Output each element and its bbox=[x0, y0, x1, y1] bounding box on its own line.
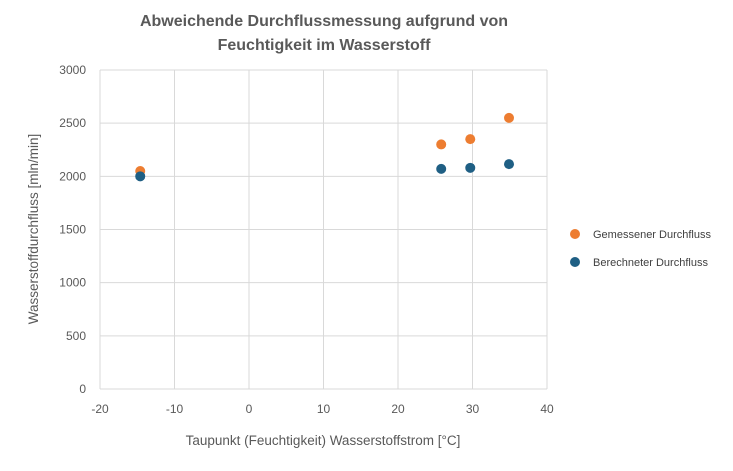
x-tick-label: 20 bbox=[391, 402, 405, 416]
data-point-calculated bbox=[465, 162, 476, 173]
y-axis-label: Wasserstoffdurchfluss [mln/min] bbox=[26, 134, 41, 325]
y-tick-label: 2500 bbox=[59, 116, 86, 130]
x-tick-label: 40 bbox=[540, 402, 554, 416]
y-tick-labels: 0 500 1000 1500 2000 2500 3000 bbox=[59, 63, 86, 396]
legend-marker bbox=[570, 229, 580, 239]
y-tick-label: 500 bbox=[66, 329, 86, 343]
data-point-measured bbox=[436, 139, 447, 150]
chart-title-line-1: Abweichende Durchflussmessung aufgrund v… bbox=[140, 13, 508, 30]
y-tick-label: 3000 bbox=[59, 63, 86, 77]
y-tick-label: 0 bbox=[79, 382, 86, 396]
legend-label: Gemessener Durchfluss bbox=[593, 229, 711, 241]
data-point-calculated bbox=[436, 163, 447, 174]
legend: Gemessener Durchfluss Berechneter Durchfl… bbox=[570, 229, 711, 269]
data-point-measured bbox=[465, 134, 476, 145]
y-tick-label: 1500 bbox=[59, 223, 86, 237]
x-tick-label: -10 bbox=[166, 402, 184, 416]
x-axis-label: Taupunkt (Feuchtigkeit) Wasserstoffstrom… bbox=[186, 433, 461, 448]
legend-marker bbox=[570, 257, 580, 267]
x-tick-label: 0 bbox=[246, 402, 253, 416]
chart-title-line-2: Feuchtigkeit im Wasserstoff bbox=[218, 37, 431, 54]
data-points bbox=[135, 112, 515, 182]
x-tick-label: -20 bbox=[91, 402, 109, 416]
x-tick-labels: -20 -10 0 10 20 30 40 bbox=[91, 402, 554, 416]
x-tick-label: 30 bbox=[466, 402, 480, 416]
gridlines bbox=[99, 69, 548, 390]
data-point-calculated bbox=[135, 171, 146, 182]
data-point-measured bbox=[504, 112, 515, 123]
y-tick-label: 1000 bbox=[59, 276, 86, 290]
legend-label: Berechneter Durchfluss bbox=[593, 257, 708, 269]
x-tick-label: 10 bbox=[317, 402, 331, 416]
data-point-calculated bbox=[504, 159, 515, 170]
y-tick-label: 2000 bbox=[59, 169, 86, 183]
